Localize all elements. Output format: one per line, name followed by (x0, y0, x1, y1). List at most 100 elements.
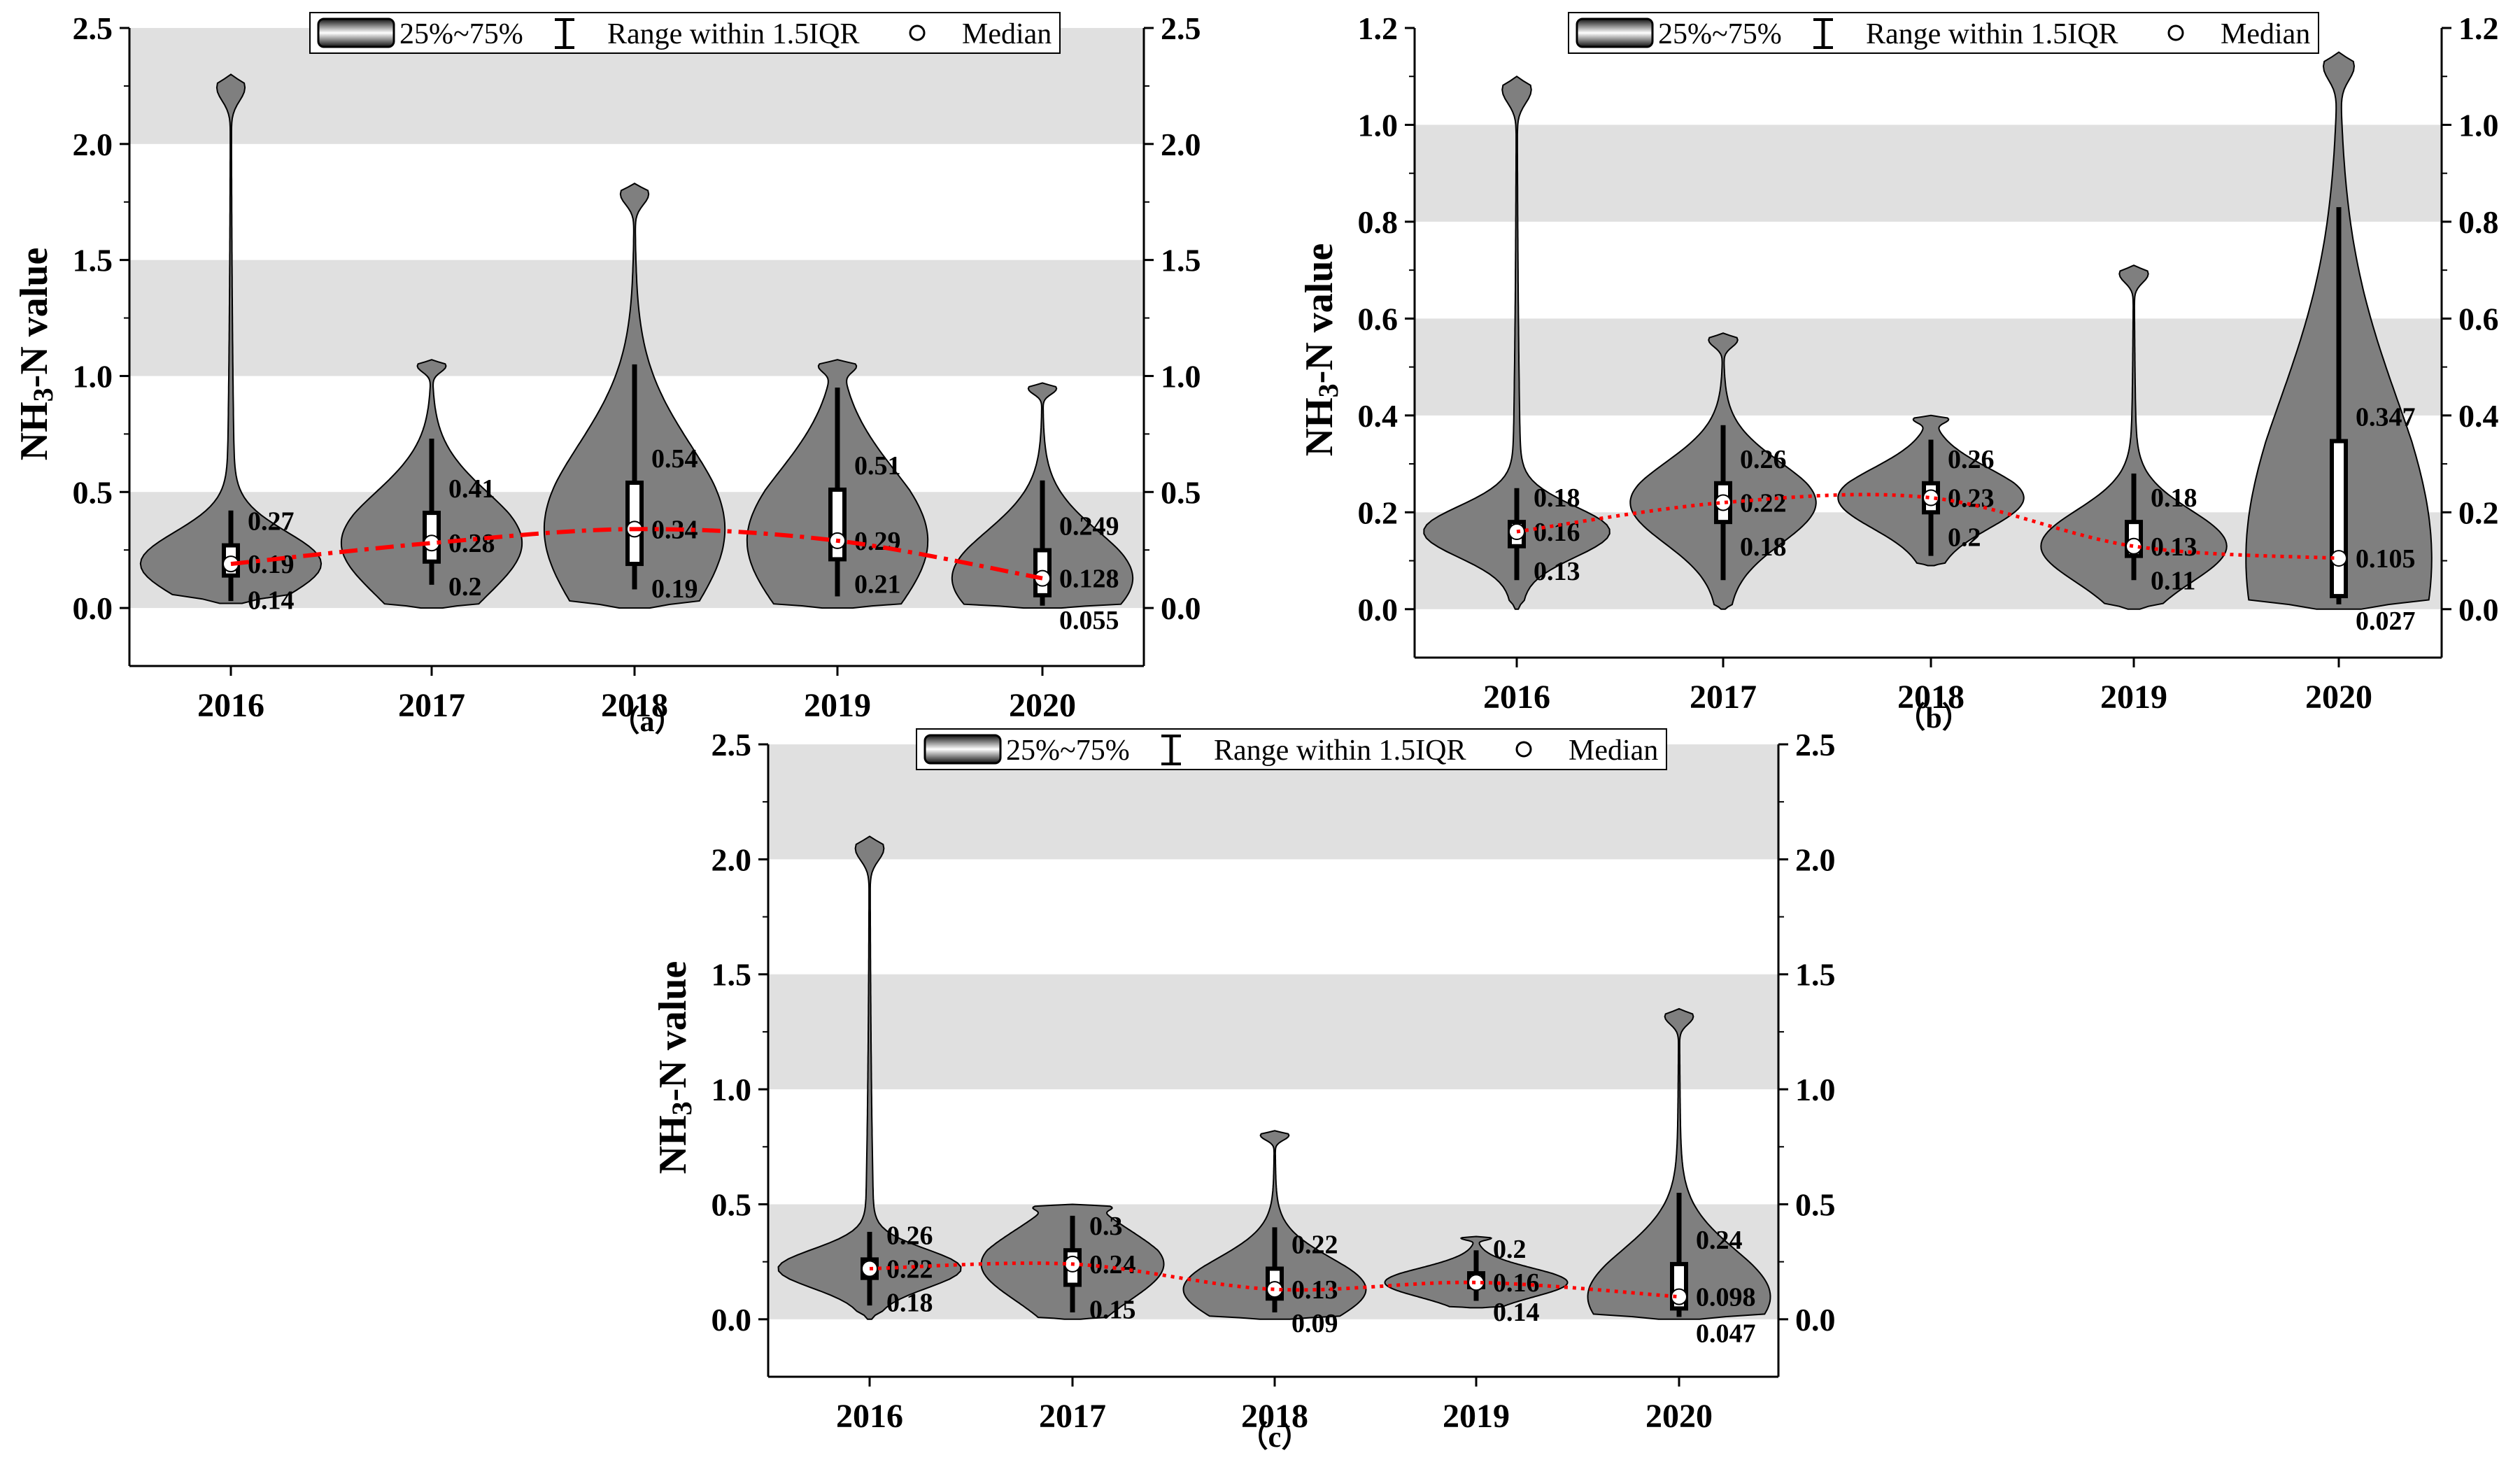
x-tick-label: 2020 (1645, 1398, 1713, 1435)
label-q3-2018: 0.22 (1291, 1230, 1338, 1259)
legend-box-swatch (923, 734, 1002, 765)
label-q3-2017: 0.41 (448, 474, 495, 504)
legend-box-swatch (317, 17, 395, 48)
label-median-2019: 0.13 (2151, 532, 2197, 562)
chart-panel-a: 0.0 0.0 0.5 0.5 1.0 1.0 1.5 1.5 2.0 2.0 2.5 2.5 NH3-… (13, 10, 1201, 738)
y-tick-label-left: 0.5 (73, 474, 113, 510)
median-dot-2017 (1715, 494, 1732, 511)
y-axis-title: NH3-N value (651, 961, 698, 1175)
y-tick-label-right: 2.0 (1795, 842, 1836, 877)
legend-range-label: Range within 1.5IQR (1214, 735, 1466, 767)
label-q3-2019: 0.51 (854, 451, 901, 481)
legend-box-label: 25%~75% (399, 18, 523, 50)
y-tick-label-left: 2.5 (712, 727, 752, 763)
median-trend-line (1516, 492, 2340, 560)
y-tick-label-left: 0.0 (712, 1302, 752, 1338)
label-q1-2020: 0.047 (1696, 1319, 1756, 1348)
iqr-box-2020 (2330, 439, 2348, 599)
legend: 25%~75% Range within 1.5IQR Median (916, 728, 1667, 770)
y-tick-label-left: 1.5 (712, 957, 752, 993)
label-median-2020: 0.098 (1696, 1283, 1756, 1312)
y-tick-label-right: 0.5 (1161, 474, 1201, 510)
y-tick-label-right: 0.0 (1795, 1302, 1836, 1338)
panel-label: （c） (1239, 1421, 1311, 1454)
y-tick-label-right: 1.0 (1795, 1072, 1836, 1107)
x-tick-label: 2016 (836, 1398, 903, 1435)
label-q1-2017: 0.15 (1089, 1296, 1136, 1325)
label-q1-2019: 0.14 (1493, 1298, 1540, 1327)
label-median-2020: 0.128 (1059, 565, 1119, 594)
legend-box-label: 25%~75% (1658, 18, 1782, 50)
legend-median-icon (909, 24, 926, 41)
y-tick-label-left: 0.4 (1358, 398, 1399, 434)
y-tick-label-left: 0.0 (73, 590, 113, 626)
y-tick-label-left: 2.0 (712, 842, 752, 877)
violin-2020 (1587, 1007, 1771, 1320)
label-median-2017: 0.22 (1740, 488, 1787, 518)
label-q1-2018: 0.09 (1291, 1309, 1338, 1338)
shaded-band (768, 974, 1778, 1090)
y-tick-label-right: 0.4 (2458, 398, 2499, 434)
x-tick-label: 2018 (1241, 1398, 1308, 1435)
label-q3-2018: 0.54 (651, 444, 698, 474)
legend: 25%~75% Range within 1.5IQR Median (1568, 12, 2319, 54)
y-tick-label-right: 1.5 (1795, 957, 1836, 993)
label-median-2016: 0.22 (886, 1254, 933, 1284)
label-median-2020: 0.105 (2356, 544, 2416, 574)
y-tick-label-right: 1.2 (2458, 10, 2499, 46)
chart-panel-c: 0.0 0.0 0.5 0.5 1.0 1.0 1.5 1.5 2.0 2.0 2.5 2.5 NH3-… (651, 727, 1836, 1454)
y-tick-label-right: 0.0 (2458, 592, 2499, 628)
violin-2018 (1182, 1130, 1367, 1320)
shaded-band (1415, 318, 2442, 416)
y-tick-label-right: 0.0 (1161, 590, 1201, 626)
legend-median-label: Median (962, 18, 1052, 50)
median-dot-2020 (1671, 1288, 1687, 1305)
y-tick-label-left: 1.0 (712, 1072, 752, 1107)
y-axis-title: NH3-N value (13, 248, 59, 461)
label-q3-2016: 0.26 (886, 1221, 933, 1250)
legend-median-icon (1515, 741, 1532, 758)
median-dot-2018 (1923, 489, 1939, 506)
legend-frame (916, 728, 1667, 770)
label-q3-2016: 0.18 (1534, 483, 1580, 513)
x-tick-label: 2018 (1897, 679, 1965, 716)
label-q1-2016: 0.18 (886, 1289, 933, 1318)
label-median-2019: 0.29 (854, 527, 901, 556)
y-axis-title: NH3-N value (1298, 243, 1344, 457)
x-tick-label: 2017 (1690, 679, 1757, 716)
label-q3-2017: 0.26 (1740, 445, 1787, 474)
panel-label: （a） (610, 705, 684, 738)
y-tick-label-right: 0.2 (2458, 495, 2499, 530)
x-tick-label: 2019 (2100, 679, 2167, 716)
panel-label: （b） (1896, 702, 1971, 735)
label-median-2016: 0.19 (248, 550, 295, 579)
violin-2016 (777, 835, 962, 1320)
x-tick-label: 2016 (1483, 679, 1550, 716)
label-q1-2016: 0.13 (1534, 557, 1580, 586)
label-q1-2018: 0.2 (1948, 523, 1981, 552)
label-q3-2016: 0.27 (248, 507, 295, 537)
legend-range-label: Range within 1.5IQR (1866, 18, 2118, 50)
label-q1-2020: 0.055 (1059, 606, 1119, 635)
x-tick-label: 2020 (2305, 679, 2372, 716)
violin-2019 (2040, 264, 2228, 610)
label-q1-2020: 0.027 (2356, 607, 2416, 636)
y-tick-label-left: 2.5 (73, 10, 113, 46)
y-tick-label-left: 2.0 (73, 127, 113, 162)
label-q3-2017: 0.3 (1089, 1212, 1123, 1241)
label-q1-2017: 0.18 (1740, 532, 1787, 562)
label-q3-2020: 0.249 (1059, 512, 1119, 541)
y-tick-label-left: 0.2 (1358, 495, 1399, 530)
label-q1-2016: 0.14 (248, 586, 295, 616)
median-trend-line (230, 527, 1043, 581)
legend-frame (309, 12, 1061, 54)
legend-box-label: 25%~75% (1006, 735, 1130, 767)
legend-median-label: Median (1569, 735, 1658, 767)
y-tick-label-right: 0.5 (1795, 1186, 1836, 1222)
label-q1-2019: 0.11 (2151, 567, 2195, 596)
legend-median-icon (2167, 24, 2184, 41)
y-tick-label-right: 0.6 (2458, 301, 2499, 336)
label-median-2016: 0.16 (1534, 518, 1580, 547)
y-tick-label-left: 0.0 (1358, 592, 1399, 628)
